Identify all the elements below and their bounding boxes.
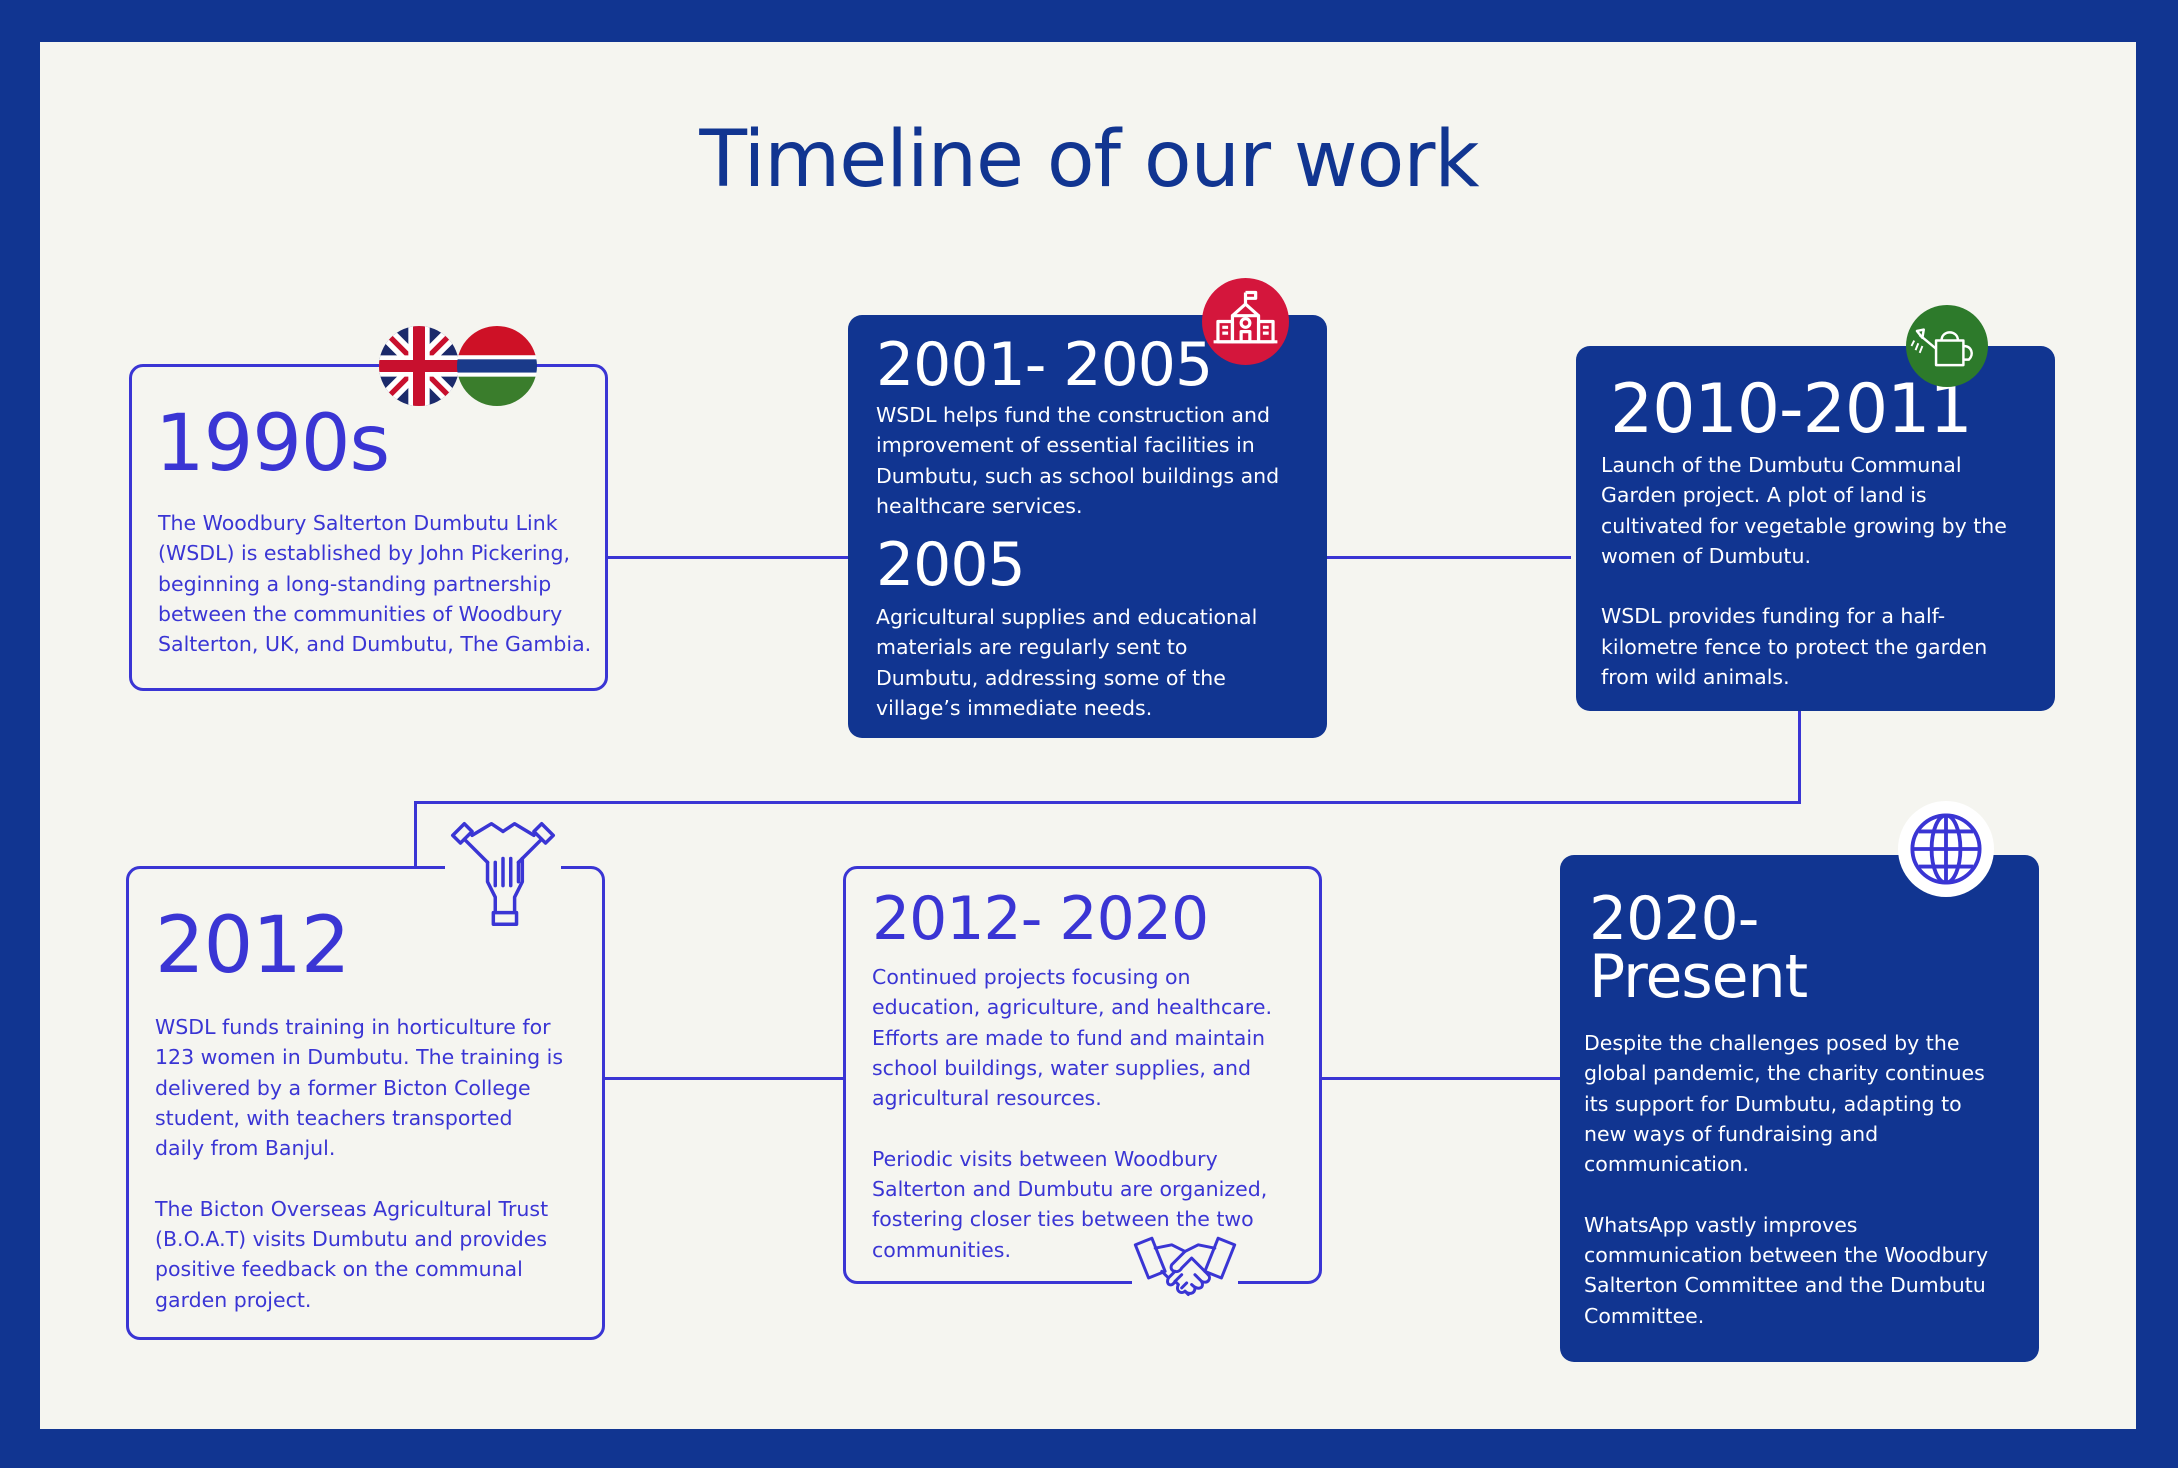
milestone-year: 2012	[155, 901, 351, 991]
milestone-card-2010-2011: 2010-2011 Launch of the Dumbutu Communal…	[1576, 346, 2055, 711]
connector-2012-2020-present	[1320, 1077, 1562, 1080]
milestone-card-2012: 2012 WSDL funds training in horticulture…	[126, 866, 605, 1340]
connector-2005-2010	[1326, 556, 1571, 559]
milestone-year: 2020- Present	[1589, 884, 1808, 1012]
milestone-text-2: Agricultural supplies and educational ma…	[876, 605, 1258, 720]
milestone-text: WSDL helps fund the construction and imp…	[876, 403, 1280, 518]
milestone-text: Continued projects focusing on education…	[872, 965, 1272, 1262]
milestone-year: 2012- 2020	[872, 884, 1209, 954]
milestone-card-2001-2005: 2001- 2005 WSDL helps fund the construct…	[848, 315, 1327, 738]
connector-2010-down	[1798, 711, 1801, 804]
milestone-card-1990s: 1990s The Woodbury Salterton Dumbutu Lin…	[129, 364, 608, 691]
milestone-year: 2001- 2005	[876, 330, 1213, 400]
connector-1990s-2001	[606, 556, 850, 559]
milestone-year: 1990s	[155, 399, 390, 489]
globe-icon	[1898, 801, 1994, 897]
teamwork-hands-icon	[445, 816, 561, 932]
watering-can-icon	[1906, 305, 1988, 387]
milestone-text: WSDL funds training in horticulture for …	[155, 1015, 564, 1312]
gambia-flag-icon	[457, 326, 537, 406]
connector-row-turn	[414, 801, 1801, 804]
milestone-text: Despite the challenges posed by the glob…	[1584, 1031, 1989, 1328]
milestone-year-2: 2005	[876, 530, 1026, 600]
milestone-text: Launch of the Dumbutu Communal Garden pr…	[1601, 453, 2007, 690]
milestone-year: 2010-2011	[1610, 370, 1973, 449]
uk-flag-icon	[379, 326, 459, 406]
connector-2012-up	[414, 801, 417, 868]
school-icon	[1202, 278, 1289, 365]
connector-2012-2012-2020	[602, 1077, 846, 1080]
handshake-icon	[1132, 1228, 1238, 1318]
milestone-card-2020-present: 2020- Present Despite the challenges pos…	[1560, 855, 2039, 1362]
page-title: Timeline of our work	[699, 115, 1479, 205]
milestone-card-2012-2020: 2012- 2020 Continued projects focusing o…	[843, 866, 1322, 1284]
milestone-text: The Woodbury Salterton Dumbutu Link (WSD…	[158, 511, 592, 657]
